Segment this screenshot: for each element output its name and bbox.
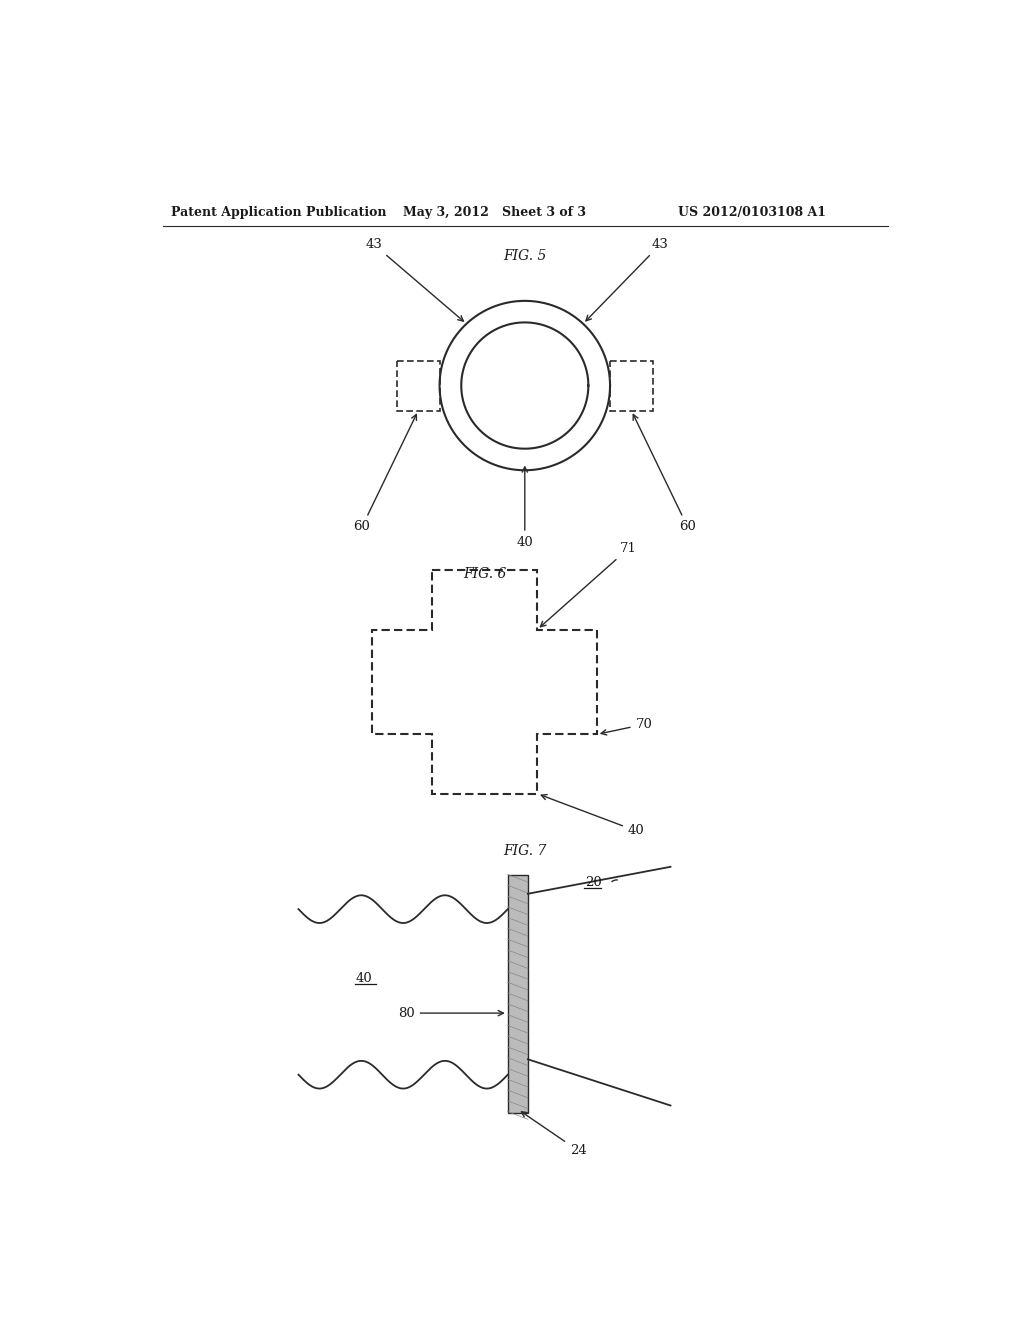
Bar [397, 360, 439, 411]
Bar [508, 874, 528, 1113]
Text: 20: 20 [586, 875, 602, 888]
Text: 70: 70 [601, 718, 652, 735]
Text: May 3, 2012   Sheet 3 of 3: May 3, 2012 Sheet 3 of 3 [403, 206, 586, 219]
Text: 60: 60 [353, 414, 417, 533]
Text: 43: 43 [366, 238, 464, 321]
Text: 80: 80 [398, 1007, 504, 1019]
Text: FIG. 7: FIG. 7 [503, 843, 547, 858]
Polygon shape [372, 570, 597, 793]
Text: FIG. 5: FIG. 5 [503, 249, 547, 263]
Text: Patent Application Publication: Patent Application Publication [171, 206, 386, 219]
Text: FIG. 6: FIG. 6 [463, 566, 506, 581]
Text: 40: 40 [542, 795, 645, 837]
Text: 40: 40 [356, 972, 373, 985]
Bar [610, 360, 652, 411]
Text: 71: 71 [541, 543, 637, 627]
Text: US 2012/0103108 A1: US 2012/0103108 A1 [678, 206, 826, 219]
Text: 43: 43 [586, 238, 669, 321]
Text: 40: 40 [516, 467, 534, 549]
Text: 60: 60 [633, 414, 696, 533]
Text: 24: 24 [521, 1111, 587, 1158]
